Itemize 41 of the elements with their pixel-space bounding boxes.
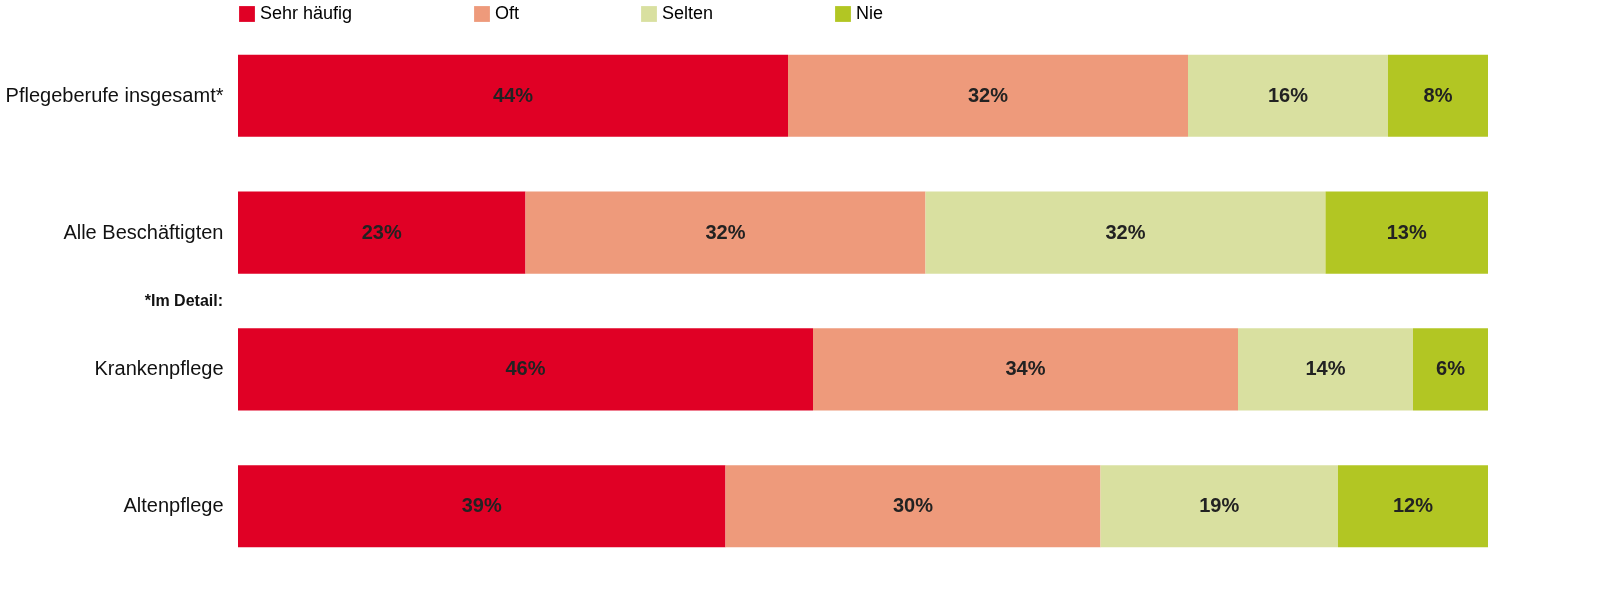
bar: [238, 328, 813, 411]
bar: [1388, 54, 1488, 137]
bar: [238, 54, 788, 137]
y-tick-label: Krankenpflege: [94, 357, 224, 380]
legend-label: Nie: [856, 3, 884, 23]
data-label: 30%: [892, 494, 934, 517]
bar: [725, 465, 1101, 548]
legend-label: Oft: [495, 3, 520, 23]
y-tick-label: Altenpflege: [123, 494, 224, 517]
bar: [925, 191, 1326, 274]
bar: [1325, 191, 1488, 274]
data-label: 23%: [361, 220, 402, 243]
data-label: 39%: [461, 494, 502, 517]
bar: [1238, 328, 1413, 411]
data-label: 16%: [1267, 83, 1309, 106]
bar: [813, 328, 1238, 411]
data-label: 6%: [1436, 357, 1466, 380]
bar: [525, 191, 926, 274]
bar: [238, 465, 726, 548]
data-label: 19%: [1199, 494, 1240, 517]
data-label: 8%: [1423, 83, 1453, 106]
data-label: 32%: [1105, 220, 1146, 243]
data-label: 34%: [1005, 357, 1046, 380]
data-label: 12%: [1392, 494, 1434, 517]
y-tick-label: Pflegeberufe insgesamt*: [5, 83, 224, 106]
legend-label: Selten: [662, 3, 714, 23]
data-label: 46%: [505, 357, 546, 380]
data-label: 13%: [1386, 220, 1427, 243]
bar: [238, 191, 526, 274]
bar: [1413, 328, 1488, 411]
data-label: 32%: [705, 220, 746, 243]
data-label: 32%: [967, 83, 1009, 106]
bar: [1100, 465, 1338, 548]
bar: [1338, 465, 1488, 548]
text: *Im Detail:: [144, 292, 223, 309]
data-label: 44%: [492, 83, 534, 106]
y-tick-label: Alle Beschäftigten: [63, 220, 224, 243]
bar: [788, 54, 1188, 137]
bar: [1188, 54, 1388, 137]
legend-label: Sehr häufig: [260, 3, 353, 23]
data-label: 14%: [1305, 357, 1346, 380]
